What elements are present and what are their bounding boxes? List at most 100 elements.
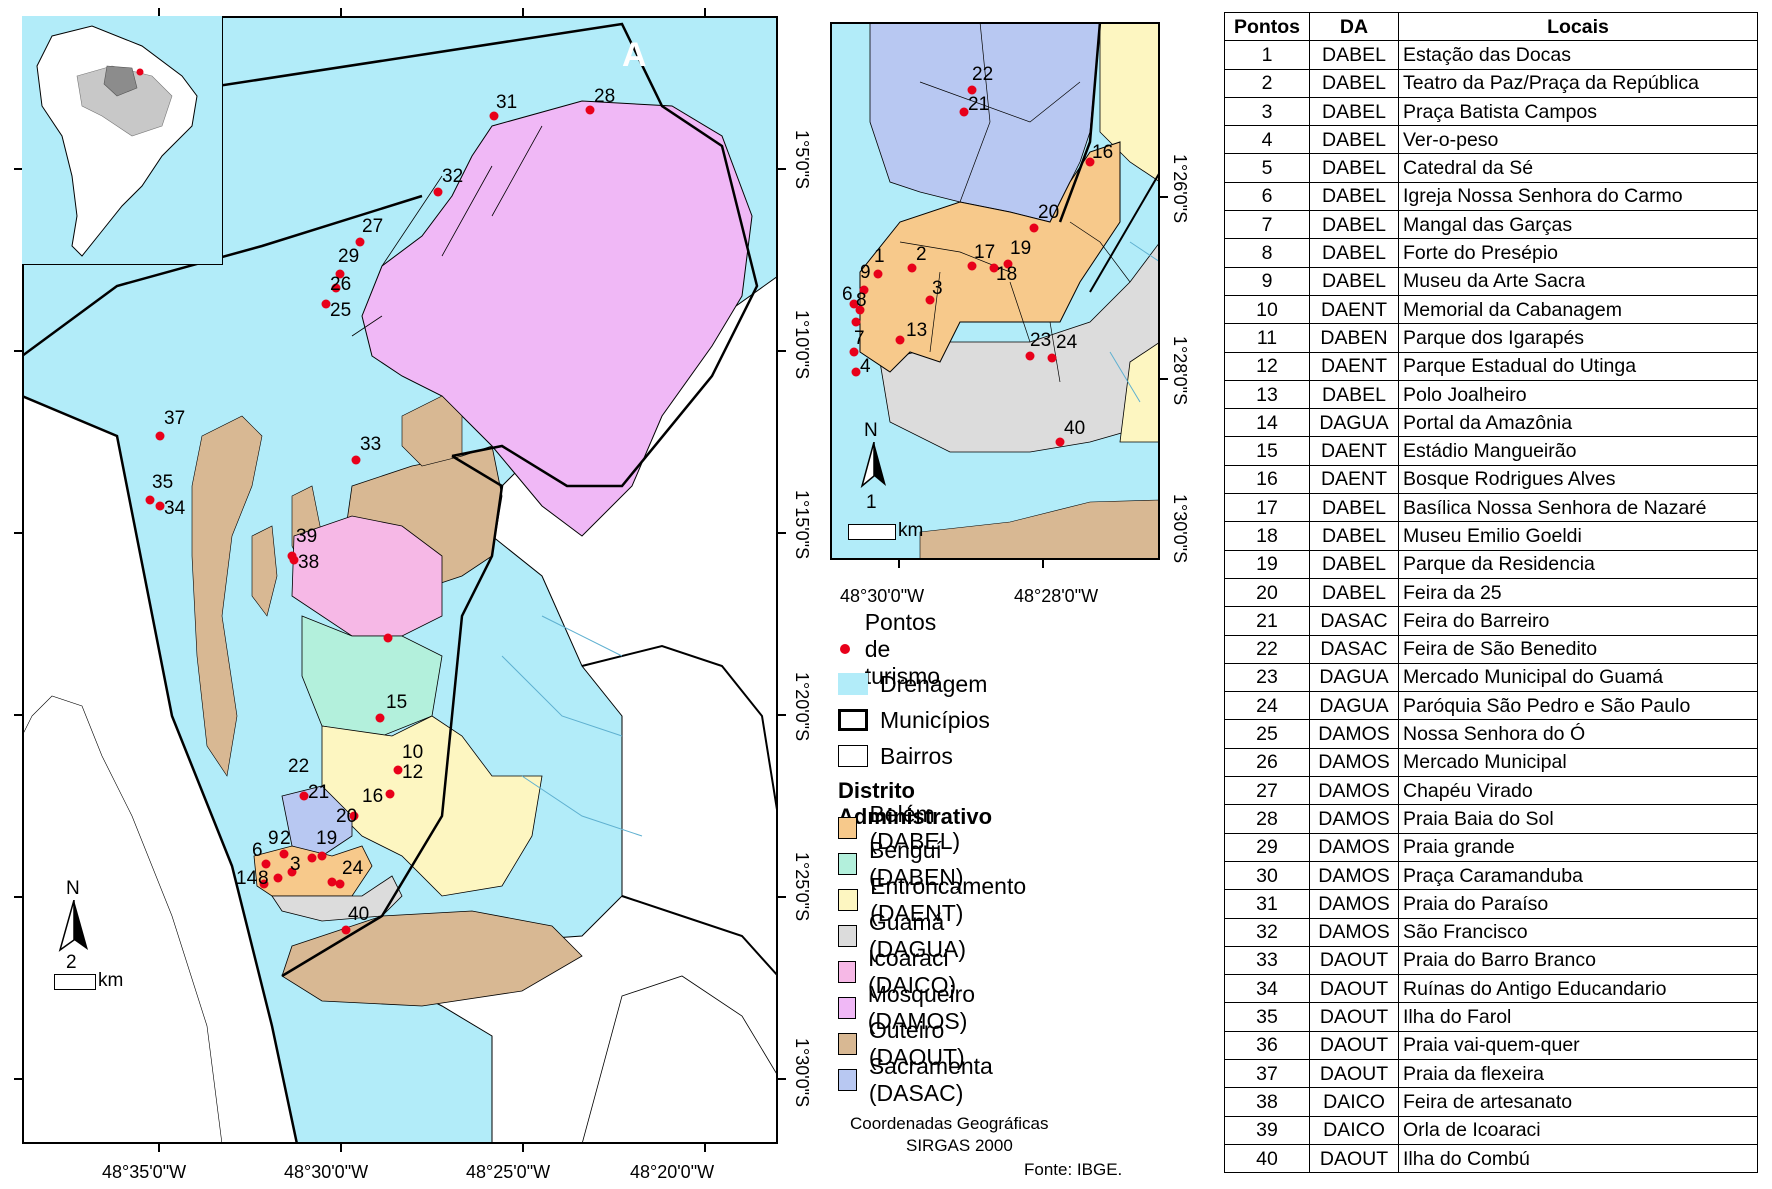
label-27: 27 [362, 216, 384, 237]
inset-ytick-b [1160, 378, 1168, 380]
table-row: 26 DAMOS Mercado Municipal [1224, 747, 1758, 778]
point-14 [259, 879, 269, 889]
point-32 [433, 187, 443, 197]
inset-y-tick-2: 1°28'0"S [1170, 336, 1190, 406]
cell-district: DAMOS [1309, 804, 1399, 834]
inset-point-21 [959, 107, 969, 117]
cell-district: DAENT [1309, 464, 1399, 495]
inset-label-21: 21 [968, 94, 990, 115]
table-row: 35 DAOUT Ilha do Farol [1224, 1002, 1758, 1032]
point-23 [327, 877, 337, 887]
cell-district: DASAC [1309, 606, 1399, 636]
inset-label-19: 19 [1010, 238, 1032, 259]
cell-district: DABEL [1309, 68, 1399, 98]
legend-neighborhoods-label: Bairros [880, 742, 953, 769]
cell-point-number: 31 [1224, 889, 1310, 919]
label-32: 32 [442, 166, 464, 187]
cell-place: Igreja Nossa Senhora do Carmo [1398, 181, 1758, 212]
x-tick-1: 48°35'0"W [102, 1162, 187, 1182]
cell-place: Feira da 25 [1398, 577, 1758, 608]
point-3 [287, 867, 297, 877]
inset-label-13: 13 [906, 320, 928, 341]
point-40 [341, 925, 351, 935]
cell-point-number: 30 [1224, 860, 1310, 891]
inset-label-40: 40 [1064, 418, 1086, 439]
cell-point-number: 26 [1224, 747, 1310, 778]
cell-district: DAENT [1309, 294, 1399, 325]
label-34: 34 [164, 498, 186, 519]
inset-point-17 [967, 261, 977, 271]
cell-district: DABEL [1309, 549, 1399, 579]
table-row: 19 DABEL Parque da Residencia [1224, 549, 1758, 579]
inset-point-18 [989, 263, 999, 273]
label-14: 14 [236, 868, 258, 889]
cell-place: Praia da flexeira [1398, 1058, 1758, 1089]
cell-place: Feira do Barreiro [1398, 606, 1758, 636]
district-swatch [838, 1033, 857, 1055]
label-40: 40 [348, 904, 370, 925]
legend-district-2: Entroncamento (DAENT) [838, 873, 1036, 926]
scale-unit: km [98, 970, 124, 991]
legend-district-label: Icoaraci (DAICO) [868, 945, 957, 998]
table-row: 11 DABEN Parque dos Igarapés [1224, 323, 1758, 353]
inset-label-6: 6 [842, 284, 853, 305]
table-row: 32 DAMOS São Francisco [1224, 917, 1758, 947]
cell-point-number: 8 [1224, 238, 1310, 268]
legend-district-7: Sacramenta (DASAC) [838, 1053, 1004, 1106]
label-21: 21 [308, 782, 330, 803]
inset-label-18: 18 [996, 264, 1018, 285]
inset-label-4: 4 [860, 356, 871, 377]
inset-label-9: 9 [860, 262, 871, 283]
cell-district: DABEL [1309, 379, 1399, 410]
inset-label-16: 16 [1092, 142, 1114, 163]
cell-place: Ilha do Farol [1398, 1002, 1758, 1032]
main-point-labels: 28 31 32 27 29 26 25 37 35 34 33 39 38 1… [22, 16, 778, 1144]
legend-district-label: Belém (DABEL) [869, 801, 961, 854]
cell-district: DAOUT [1309, 1143, 1399, 1174]
inset-point-labels: 22 21 16 20 1 9 2 17 19 18 6 8 3 13 7 4 … [830, 22, 1160, 560]
cell-district: DAENT [1309, 351, 1399, 381]
cell-district: DABEL [1309, 266, 1399, 296]
label-31: 31 [496, 92, 518, 113]
cell-place: Paróquia São Pedro e São Paulo [1398, 691, 1758, 721]
point-26 [331, 283, 341, 293]
table-row: 12 DAENT Parque Estadual do Utinga [1224, 351, 1758, 381]
cell-point-number: 14 [1224, 408, 1310, 438]
cell-point-number: 20 [1224, 577, 1310, 608]
cell-point-number: 4 [1224, 125, 1310, 155]
inset-xtick-b [1042, 560, 1044, 568]
cell-district: DABEL [1309, 238, 1399, 268]
cell-district: DAMOS [1309, 832, 1399, 862]
cell-district: DAICO [1309, 1115, 1399, 1145]
label-6: 6 [252, 840, 263, 861]
y-tick-4: 1°20'0"S [792, 672, 812, 742]
inset-north-label: N [864, 420, 878, 441]
district-swatch [838, 853, 857, 875]
inset-point-7 [849, 347, 859, 357]
point-38 [289, 555, 299, 565]
cell-district: DABEL [1309, 210, 1399, 240]
inset-label-8: 8 [856, 290, 867, 311]
cell-district: DAOUT [1309, 945, 1399, 976]
cell-district: DAICO [1309, 1087, 1399, 1117]
legend-district-title: Distrito Administrativo [838, 778, 993, 829]
cell-district: DAGUA [1309, 408, 1399, 438]
scale-value: 2 [66, 952, 77, 973]
cell-place: São Francisco [1398, 917, 1758, 947]
x-tick-3: 48°25'0"W [466, 1162, 551, 1182]
inset-xtick-a [898, 560, 900, 568]
legend-district-1: Benguí (DABEN) [838, 837, 975, 890]
cell-district: DABEL [1309, 153, 1399, 183]
cell-point-number: 22 [1224, 634, 1310, 664]
table-row: 16 DAENT Bosque Rodrigues Alves [1224, 464, 1758, 495]
inset-label-24: 24 [1056, 332, 1078, 353]
table-row: 6 DABEL Igreja Nossa Senhora do Carmo [1224, 181, 1758, 212]
drainage-swatch [838, 673, 868, 695]
cell-place: Feira de São Benedito [1398, 634, 1758, 664]
table-row: 15 DAENT Estádio Mangueirão [1224, 436, 1758, 466]
x-tick-4: 48°20'0"W [630, 1162, 715, 1182]
cell-place: Forte do Presépio [1398, 238, 1758, 268]
point-25 [321, 299, 331, 309]
label-28: 28 [594, 86, 616, 107]
cell-district: DAMOS [1309, 776, 1399, 806]
